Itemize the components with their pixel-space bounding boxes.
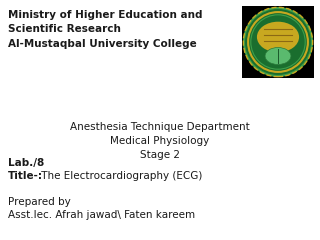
Text: Medical Physiology: Medical Physiology	[110, 136, 210, 146]
Text: Stage 2: Stage 2	[140, 150, 180, 160]
Ellipse shape	[251, 15, 305, 69]
Ellipse shape	[257, 22, 299, 52]
Text: Prepared by: Prepared by	[8, 197, 71, 207]
Text: Asst.lec. Afrah jawad\ Faten kareem: Asst.lec. Afrah jawad\ Faten kareem	[8, 210, 195, 220]
Text: The Electrocardiography (ECG): The Electrocardiography (ECG)	[38, 171, 202, 181]
Ellipse shape	[265, 48, 291, 65]
Text: Ministry of Higher Education and
Scientific Research
Al-Mustaqbal University Col: Ministry of Higher Education and Scienti…	[8, 10, 203, 49]
Ellipse shape	[244, 8, 312, 76]
Bar	[242, 6, 314, 78]
Text: Lab./8: Lab./8	[8, 158, 44, 168]
Text: Anesthesia Technique Department: Anesthesia Technique Department	[70, 122, 250, 132]
Text: Title-:: Title-:	[8, 171, 43, 181]
